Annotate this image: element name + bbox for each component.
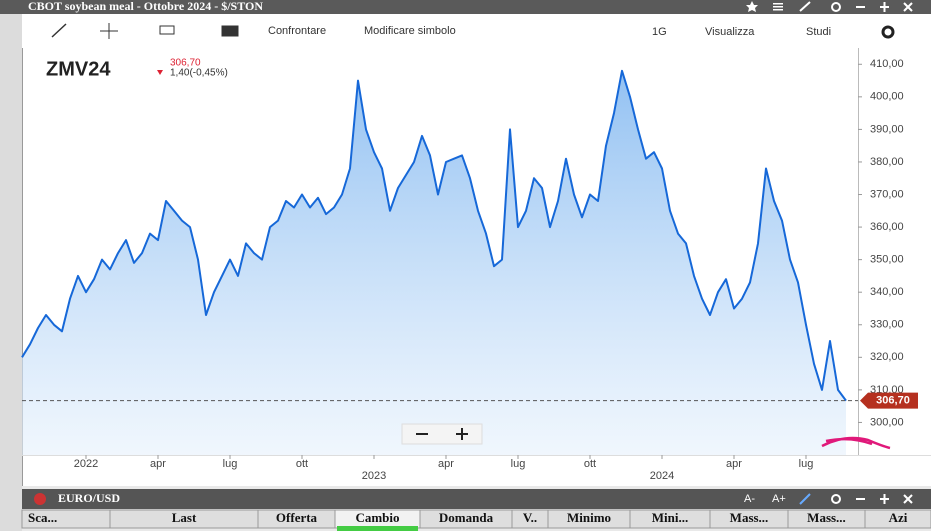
y-tick-label: 380,00 — [870, 156, 904, 168]
down-arrow — [157, 70, 163, 75]
price-line — [21, 69, 847, 402]
toolbar-item[interactable]: Studi — [806, 26, 831, 38]
x-tick-label: 2024 — [650, 470, 674, 482]
column-label: Azi — [889, 510, 908, 525]
symbol: ZMV24 — [46, 58, 111, 80]
toolbar-item[interactable]: 1G — [652, 26, 667, 38]
toolbar — [0, 14, 931, 48]
x-tick-label: ott — [296, 458, 308, 470]
column-label: Mini... — [652, 510, 688, 525]
title-bar — [0, 0, 931, 14]
x-tick-label: lug — [799, 458, 814, 470]
window-title: CBOT soybean meal - Ottobre 2024 - $/STO… — [28, 0, 263, 13]
panel-header — [22, 489, 931, 509]
font-button[interactable]: A+ — [772, 493, 786, 505]
column-label: Domanda — [439, 510, 494, 525]
x-tick-label: 2022 — [74, 458, 98, 470]
column-label: Mass... — [807, 510, 846, 525]
settings-icon[interactable] — [881, 25, 895, 39]
annotation-scribble — [821, 436, 891, 450]
sort-indicator — [337, 526, 418, 531]
y-tick-label: 400,00 — [870, 91, 904, 103]
y-tick-label: 350,00 — [870, 254, 904, 266]
toolbar-item[interactable]: Confrontare — [268, 25, 326, 37]
legend-change: 1,40(-0,45%) — [170, 68, 228, 79]
column-label: V.. — [523, 510, 537, 525]
x-tick-label: apr — [150, 458, 166, 470]
toolbar-item[interactable]: Modificare simbolo — [364, 25, 456, 37]
table-header: Sca... Last Offerta Cambio Domanda V.. Minimo M… — [21, 509, 931, 531]
x-tick-label: lug — [511, 458, 526, 470]
area-fill — [22, 70, 846, 456]
font-button[interactable]: A- — [744, 493, 755, 505]
x-tick-label: apr — [726, 458, 742, 470]
column-label: Offerta — [276, 510, 318, 525]
y-tick-label: 360,00 — [870, 221, 904, 233]
left-gutter — [0, 14, 22, 531]
column-label: Sca... — [28, 510, 57, 525]
column-label: Minimo — [567, 510, 611, 525]
y-tick-label: 370,00 — [870, 188, 904, 200]
plot: 300,00310,00320,00330,00340,00350,00360,… — [21, 58, 918, 482]
x-tick-label: 2023 — [362, 470, 386, 482]
y-tick-label: 300,00 — [870, 416, 904, 428]
column-header — [864, 509, 931, 529]
last-price-label: 306,70 — [876, 395, 910, 407]
y-tick-label: 340,00 — [870, 286, 904, 298]
zoom-controls[interactable] — [401, 423, 483, 445]
last-price-tag — [860, 392, 918, 409]
column-label: Mass... — [730, 510, 769, 525]
y-tick-label: 320,00 — [870, 351, 904, 363]
legend-price: 306,70 — [170, 58, 201, 69]
toolbar-item[interactable]: Visualizza — [705, 26, 755, 38]
x-tick-label: ott — [584, 458, 596, 470]
y-tick-label: 390,00 — [870, 123, 904, 135]
x-tick-label: apr — [438, 458, 454, 470]
panel-icon — [34, 493, 46, 505]
toolbar-icons[interactable] — [51, 23, 239, 39]
panel-title: EURO/USD — [58, 491, 120, 505]
column-label: Cambio — [355, 510, 399, 525]
panel-icons[interactable] — [799, 493, 913, 505]
window-icons[interactable] — [746, 1, 913, 12]
column-label: Last — [172, 510, 197, 525]
x-tick-label: lug — [223, 458, 238, 470]
y-tick-label: 410,00 — [870, 58, 904, 70]
y-tick-label: 330,00 — [870, 319, 904, 331]
